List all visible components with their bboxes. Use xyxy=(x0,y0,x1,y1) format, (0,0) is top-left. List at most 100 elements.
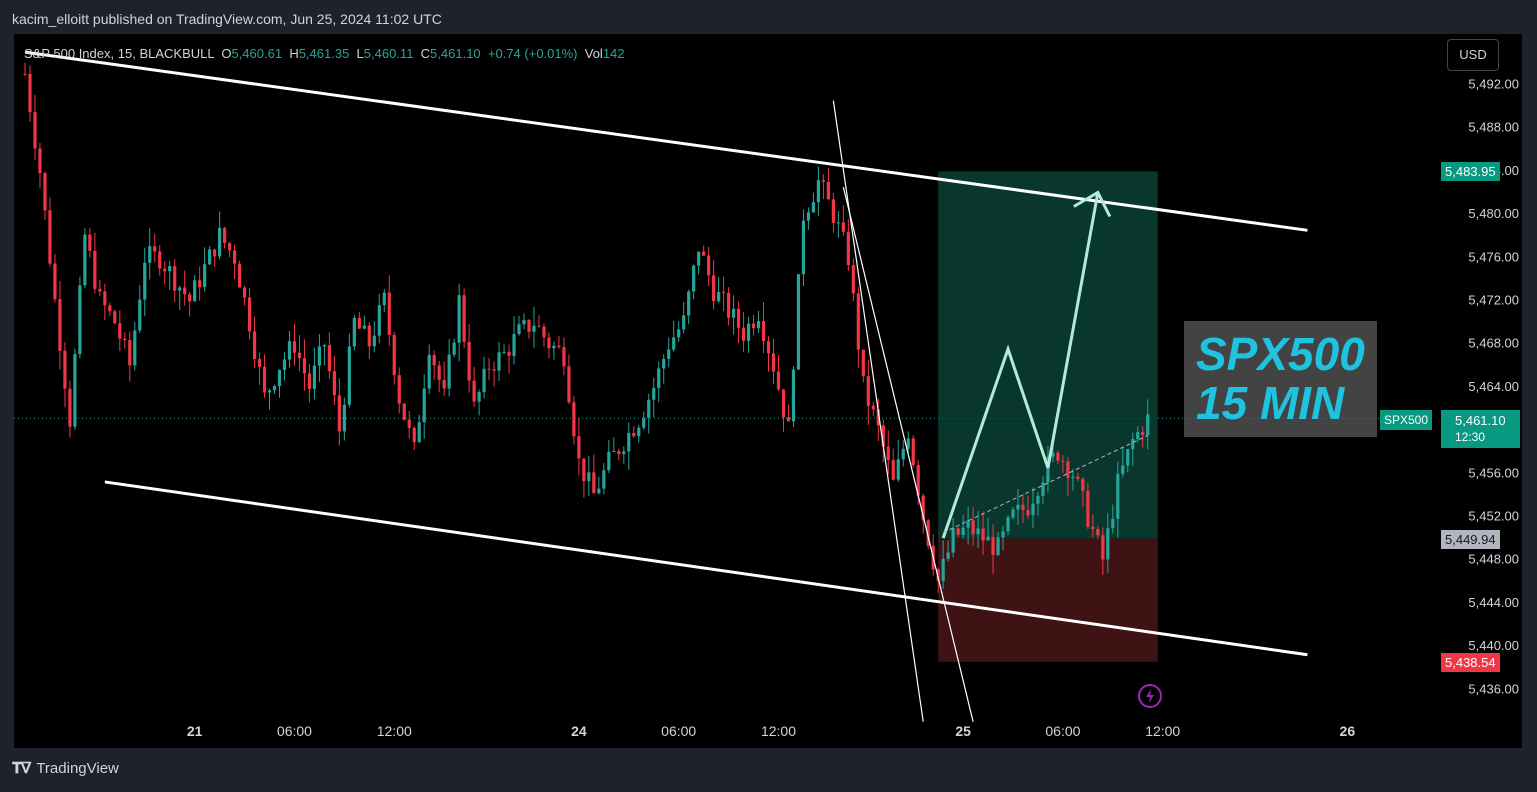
candle xyxy=(292,323,297,366)
candle xyxy=(153,233,157,263)
candle xyxy=(672,320,676,352)
candle xyxy=(437,360,441,393)
current-price-value: 5,461.10 xyxy=(1455,413,1506,428)
candle xyxy=(347,333,351,408)
candle xyxy=(926,518,930,549)
tradingview-logo[interactable]: 𝐓∇ TradingView xyxy=(12,760,119,777)
candle xyxy=(422,374,426,439)
top-bar: kacim_elloitt published on TradingView.c… xyxy=(0,0,1537,34)
candle-body xyxy=(158,251,162,269)
candle xyxy=(592,454,596,494)
candle-body xyxy=(1096,529,1100,536)
candle-body xyxy=(1101,535,1105,560)
candle xyxy=(1041,476,1045,505)
candle xyxy=(911,435,915,468)
candle-body xyxy=(702,251,706,256)
candle xyxy=(612,437,616,453)
y-tick-label: 5,492.00 xyxy=(1468,77,1519,92)
chart-svg[interactable]: 5,492.005,488.005,484.005,480.005,476.00… xyxy=(14,34,1522,748)
candle xyxy=(866,360,870,425)
x-tick-label: 26 xyxy=(1340,723,1356,739)
currency-button[interactable]: USD xyxy=(1447,39,1499,71)
candle-body xyxy=(412,427,416,443)
legend-volume: 142 xyxy=(602,46,625,61)
annotation-line-2: 15 MIN xyxy=(1196,377,1345,429)
candle-body xyxy=(322,345,326,347)
ohlc-legend: S&P 500 Index, 15, BLACKBULL O5,460.61 H… xyxy=(24,46,625,61)
channel-upper-line xyxy=(24,50,1308,232)
candle-body xyxy=(901,448,905,460)
candle xyxy=(717,277,721,303)
candle-body xyxy=(911,438,915,466)
candle xyxy=(961,514,965,539)
legend-interval[interactable]: 15 xyxy=(117,46,133,61)
candle xyxy=(247,288,252,340)
candle xyxy=(322,343,326,366)
x-tick-label: 06:00 xyxy=(1045,723,1080,739)
candle xyxy=(163,260,167,285)
candle xyxy=(976,510,980,549)
candle-body xyxy=(123,338,127,341)
y-tick-label: 5,488.00 xyxy=(1468,120,1519,135)
candle xyxy=(567,354,571,405)
candle xyxy=(836,211,840,238)
candle xyxy=(657,361,661,403)
candle-body xyxy=(627,432,631,452)
candle xyxy=(1091,514,1095,538)
candle xyxy=(577,417,581,476)
candle xyxy=(193,275,197,302)
stop-price-tag: 5,438.54 xyxy=(1441,653,1500,672)
candle xyxy=(692,264,696,300)
candle-body xyxy=(1141,432,1145,436)
legend-symbol[interactable]: S&P 500 Index xyxy=(24,46,111,61)
candle xyxy=(282,352,287,381)
candle xyxy=(432,350,436,380)
x-tick-label: 12:00 xyxy=(1145,723,1180,739)
candle-body xyxy=(871,405,875,410)
candle-body xyxy=(427,354,431,389)
y-tick-label: 5,440.00 xyxy=(1468,638,1519,653)
x-tick-label: 21 xyxy=(187,723,203,739)
candle xyxy=(392,331,396,385)
candle-body xyxy=(1011,509,1015,518)
x-tick-label: 24 xyxy=(571,723,587,739)
candle-body xyxy=(637,427,641,437)
candle xyxy=(552,341,556,360)
candle xyxy=(986,517,990,541)
candle xyxy=(702,245,706,257)
candle xyxy=(512,316,516,365)
candle xyxy=(357,311,361,330)
candle xyxy=(1146,399,1150,450)
candle xyxy=(632,426,636,438)
candle xyxy=(951,518,955,558)
candle xyxy=(617,448,621,461)
candle xyxy=(722,276,726,312)
candle-body xyxy=(452,342,456,355)
candle-body xyxy=(377,305,381,336)
candle xyxy=(158,245,162,276)
candle-body xyxy=(517,324,521,335)
candle xyxy=(697,251,701,275)
candle xyxy=(856,287,860,368)
candle xyxy=(1011,506,1015,520)
bottom-bar xyxy=(0,748,1537,792)
candle xyxy=(801,209,806,287)
y-tick-label: 5,468.00 xyxy=(1468,336,1519,351)
candle-body xyxy=(921,495,925,521)
candle xyxy=(682,301,686,334)
candle-body xyxy=(816,180,821,203)
candle-body xyxy=(502,351,506,353)
legend-vol-label: Vol xyxy=(584,46,603,61)
candle xyxy=(956,527,960,538)
candle xyxy=(796,273,801,371)
symbol-tag: SPX500 xyxy=(1380,410,1433,430)
candle xyxy=(766,336,771,372)
lightning-icon[interactable] xyxy=(1138,684,1162,708)
candle xyxy=(746,316,751,353)
candle xyxy=(502,344,506,355)
candle-body xyxy=(1136,432,1140,440)
candle xyxy=(482,356,486,399)
candle xyxy=(497,342,501,381)
legend-o-label: O xyxy=(221,46,232,61)
annotation-box[interactable] xyxy=(1184,321,1377,437)
